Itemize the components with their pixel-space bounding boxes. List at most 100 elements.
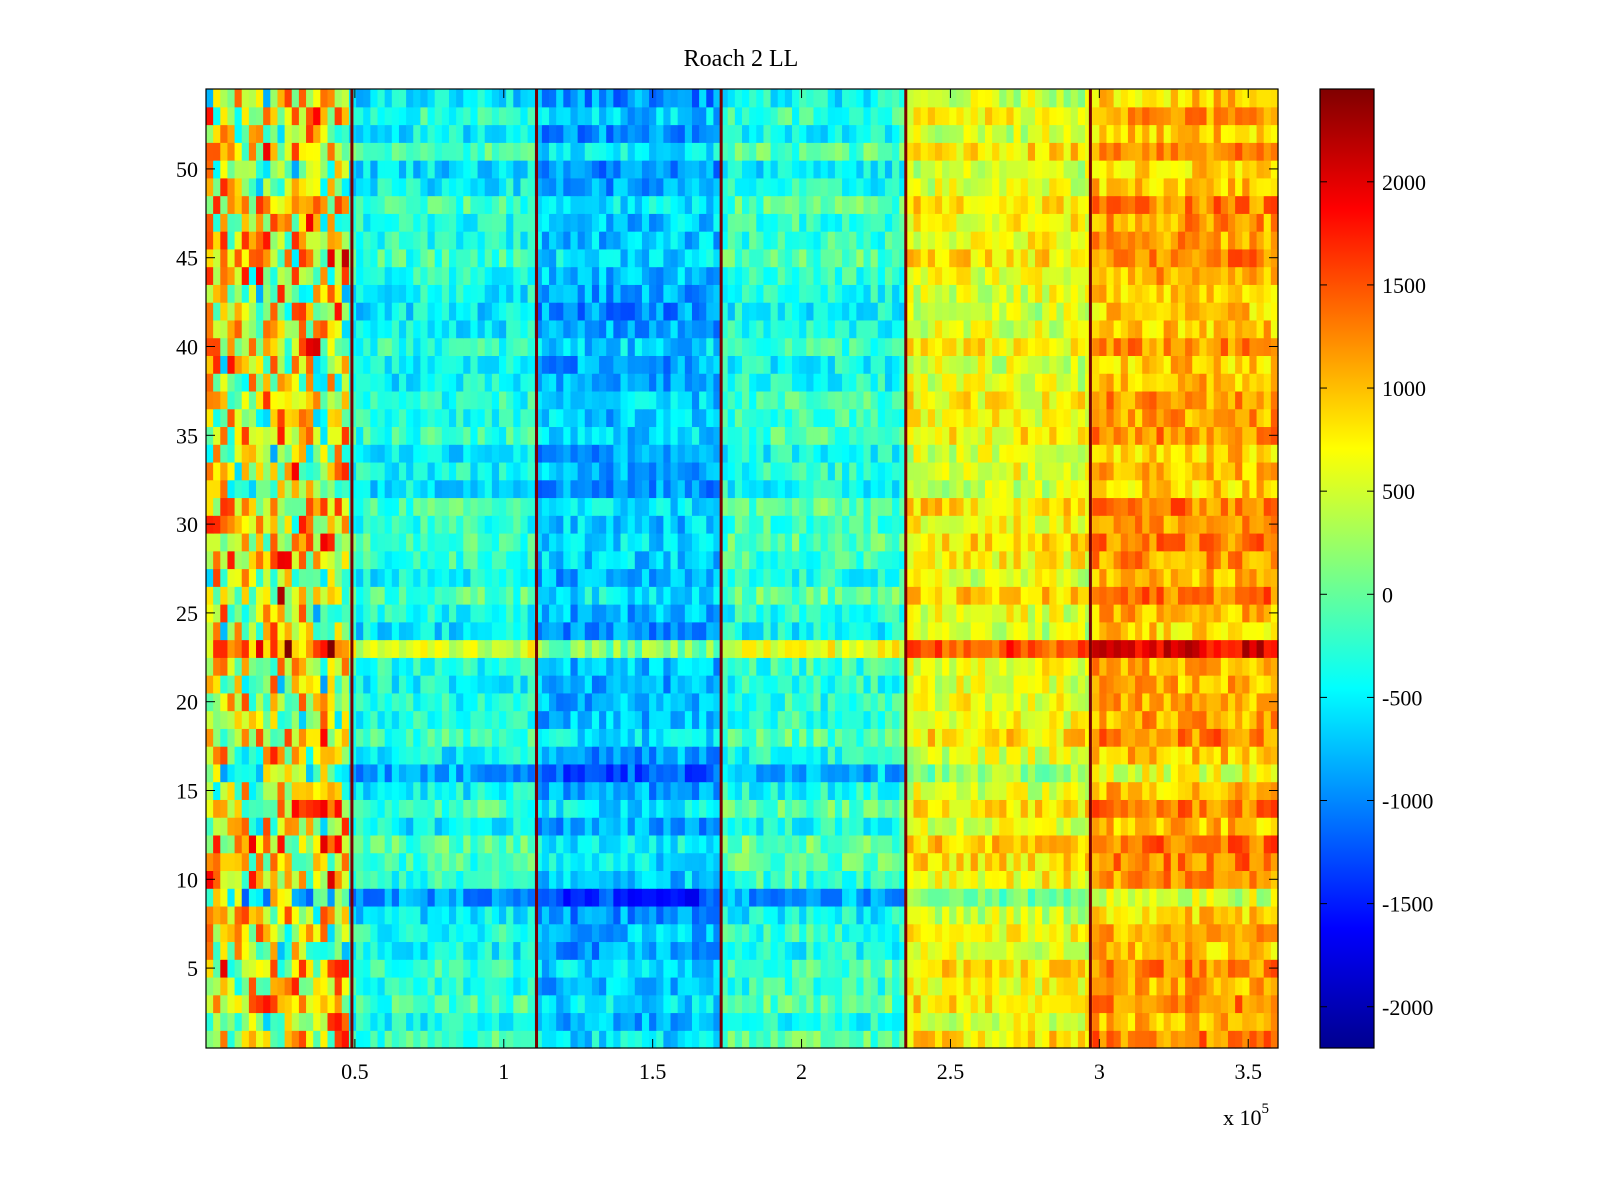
heatmap-cell — [1192, 550, 1200, 570]
heatmap-cell — [956, 621, 965, 641]
heatmap-cell — [942, 532, 950, 552]
heatmap-cell — [463, 568, 472, 587]
heatmap-cell — [420, 710, 429, 729]
heatmap-cell — [742, 1012, 750, 1031]
heatmap-cell — [599, 888, 607, 907]
heatmap-cell — [1142, 586, 1150, 605]
heatmap-cell — [899, 550, 907, 570]
heatmap-cell — [1099, 515, 1108, 534]
heatmap-cell — [934, 870, 943, 889]
heatmap-cell — [606, 817, 614, 836]
heatmap-cell — [420, 923, 429, 943]
heatmap-cell — [427, 710, 436, 729]
heatmap-cell — [1092, 497, 1100, 516]
heatmap-cell — [220, 568, 229, 587]
heatmap-cell — [899, 461, 907, 481]
heatmap-cell — [1213, 976, 1222, 996]
heatmap-cell — [1263, 905, 1272, 925]
heatmap-cell — [906, 728, 915, 747]
heatmap-cell — [684, 888, 693, 907]
heatmap-cell — [849, 550, 857, 570]
heatmap-cell — [563, 941, 572, 960]
heatmap-cell — [792, 976, 800, 996]
heatmap-cell — [1013, 746, 1022, 765]
heatmap-cell — [434, 515, 443, 534]
heatmap-cell — [677, 834, 686, 854]
heatmap-cell — [306, 497, 314, 516]
heatmap-cell — [613, 817, 622, 836]
heatmap-cell — [277, 444, 286, 463]
heatmap-cell — [1056, 905, 1065, 925]
heatmap-cell — [863, 994, 872, 1014]
heatmap-cell — [756, 710, 765, 729]
heatmap-cell — [1113, 621, 1122, 641]
heatmap-cell — [313, 781, 321, 800]
heatmap-cell — [899, 852, 907, 872]
heatmap-cell — [927, 888, 936, 907]
heatmap-cell — [506, 746, 514, 765]
heatmap-cell — [1070, 568, 1079, 587]
heatmap-cell — [256, 923, 264, 943]
heatmap-cell — [742, 586, 750, 605]
heatmap-cell — [806, 799, 815, 818]
heatmap-cell — [1177, 905, 1186, 925]
heatmap-cell — [792, 905, 800, 925]
heatmap-cell — [813, 461, 822, 481]
heatmap-cell — [734, 763, 743, 783]
heatmap-cell — [634, 604, 643, 623]
heatmap-cell — [434, 959, 443, 978]
heatmap-cell — [942, 923, 950, 943]
heatmap-cell — [641, 994, 650, 1014]
heatmap-cell — [892, 497, 900, 516]
heatmap-cell — [984, 781, 993, 800]
heatmap-cell — [384, 888, 393, 907]
heatmap-cell — [1063, 799, 1072, 818]
heatmap-cell — [1206, 781, 1215, 800]
heatmap-cell — [1106, 781, 1115, 800]
heatmap-cell — [1242, 550, 1251, 570]
heatmap-cell — [1077, 746, 1086, 765]
heatmap-cell — [406, 497, 414, 516]
heatmap-cell — [1092, 639, 1100, 658]
heatmap-cell — [427, 763, 436, 783]
heatmap-cell — [877, 639, 886, 658]
heatmap-cell — [1163, 515, 1172, 534]
heatmap-cell — [213, 604, 221, 623]
heatmap-cell — [556, 568, 564, 587]
heatmap-cell — [470, 639, 479, 658]
heatmap-cell — [1199, 817, 1208, 836]
heatmap-cell — [949, 604, 957, 623]
heatmap-cell — [248, 799, 257, 818]
heatmap-cell — [570, 976, 579, 996]
heatmap-cell — [363, 604, 371, 623]
heatmap-cell — [749, 550, 757, 570]
heatmap-cell — [406, 888, 414, 907]
heatmap-cell — [499, 746, 507, 765]
heatmap-cell — [1049, 994, 1058, 1014]
heatmap-cell — [327, 1012, 336, 1031]
heatmap-cell — [306, 852, 314, 872]
heatmap-cell — [1235, 976, 1243, 996]
heatmap-cell — [363, 923, 371, 943]
heatmap-cell — [334, 746, 343, 765]
heatmap-cell — [334, 532, 343, 552]
heatmap-cell — [813, 959, 822, 978]
heatmap-cell — [563, 959, 572, 978]
heatmap-cell — [1170, 852, 1179, 872]
heatmap-cell — [1149, 532, 1158, 552]
heatmap-cell — [591, 657, 600, 676]
heatmap-cell — [213, 728, 221, 747]
heatmap-cell — [406, 444, 414, 463]
heatmap-cell — [577, 515, 586, 534]
heatmap-cell — [577, 923, 586, 943]
heatmap-cell — [406, 941, 414, 960]
heatmap-cell — [549, 728, 557, 747]
heatmap-cell — [1027, 852, 1036, 872]
heatmap-cell — [956, 550, 965, 570]
heatmap-cell — [749, 1012, 757, 1031]
heatmap-cell — [1170, 888, 1179, 907]
heatmap-cell — [291, 515, 300, 534]
heatmap-cell — [1199, 568, 1208, 587]
heatmap-cell — [363, 515, 371, 534]
heatmap-cell — [756, 621, 765, 641]
